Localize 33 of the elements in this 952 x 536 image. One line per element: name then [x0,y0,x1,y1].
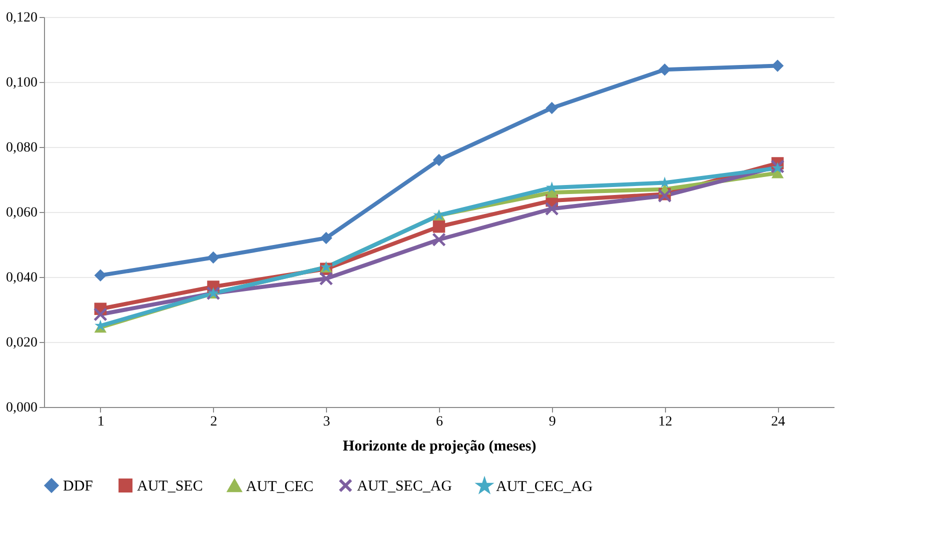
x-tick-label: 9 [548,414,556,430]
point [94,269,107,282]
x-tick-label: 24 [771,414,786,430]
y-tick-label: 0,020 [6,336,38,350]
legend-label: AUT_CEC [246,478,314,495]
legend-label: AUT_SEC_AG [357,478,452,495]
point [207,251,220,264]
y-tick-label: 0,080 [6,140,38,156]
point [544,202,559,216]
point [658,188,672,203]
x-tick-label: 3 [323,414,330,430]
y-tick-label: 0,100 [6,76,38,90]
legend-label: DDF [63,478,94,495]
point [770,160,785,174]
point [772,162,784,174]
y-tick-label: 0,060 [6,206,38,220]
point [93,307,108,322]
y-tick-label: 0,120 [6,10,38,26]
x-tick-label: 1 [97,414,104,430]
x-tick-label: 6 [436,414,443,430]
legend-label: AUT_CEC_AG [496,479,593,496]
x-tick-label: 12 [658,414,672,430]
point [319,272,334,286]
x-axis-title: Horizonte de projeção (meses) [342,438,536,454]
y-tick-label: 0,000 [6,400,38,416]
point [432,154,446,166]
y-tick-label: 0,040 [6,270,38,286]
point [432,220,446,233]
x-tick-label: 2 [210,414,218,430]
point [320,232,332,244]
legend-label: AUT_SEC [137,478,203,495]
point [546,102,558,114]
point [432,232,446,247]
